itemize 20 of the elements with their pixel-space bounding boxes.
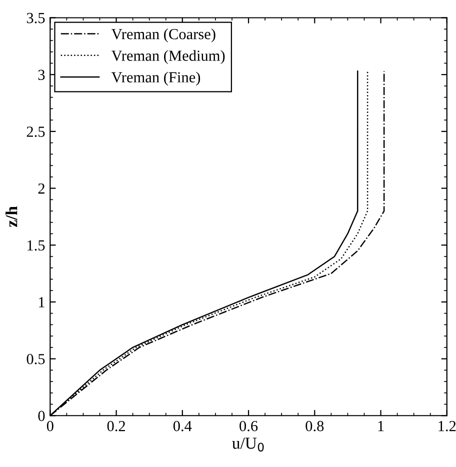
x-axis-title: u/U$_{0}$ — [232, 438, 264, 452]
y-tick-label: 1 — [39, 297, 44, 308]
x-tick-label: 0.8 — [306, 420, 324, 432]
y-tick-label: 2 — [38, 183, 44, 194]
x-tick-label: 0 — [46, 420, 54, 432]
x-tick-label: 0.2 — [107, 420, 125, 432]
x-tick-label: 1 — [378, 421, 384, 432]
y-tick-label: 3 — [38, 70, 45, 80]
y-tick-label: 3.5 — [26, 12, 45, 24]
x-tick-label: 0.6 — [240, 420, 258, 432]
y-tick-label: 2.5 — [26, 126, 45, 137]
y-tick-label: 0.5 — [26, 354, 45, 364]
legend-label: Vreman (Coarse) — [111, 28, 216, 42]
x-tick-label: 1.2 — [438, 420, 456, 432]
y-tick-label: 1.5 — [28, 240, 45, 251]
legend-label: Vreman (Fine) — [111, 72, 200, 86]
legend-label: Vreman (Medium) — [111, 50, 225, 64]
y-tick-label: 0 — [38, 410, 45, 422]
y-axis-title: z/h — [6, 206, 18, 228]
x-tick-label: 0.4 — [173, 420, 192, 432]
